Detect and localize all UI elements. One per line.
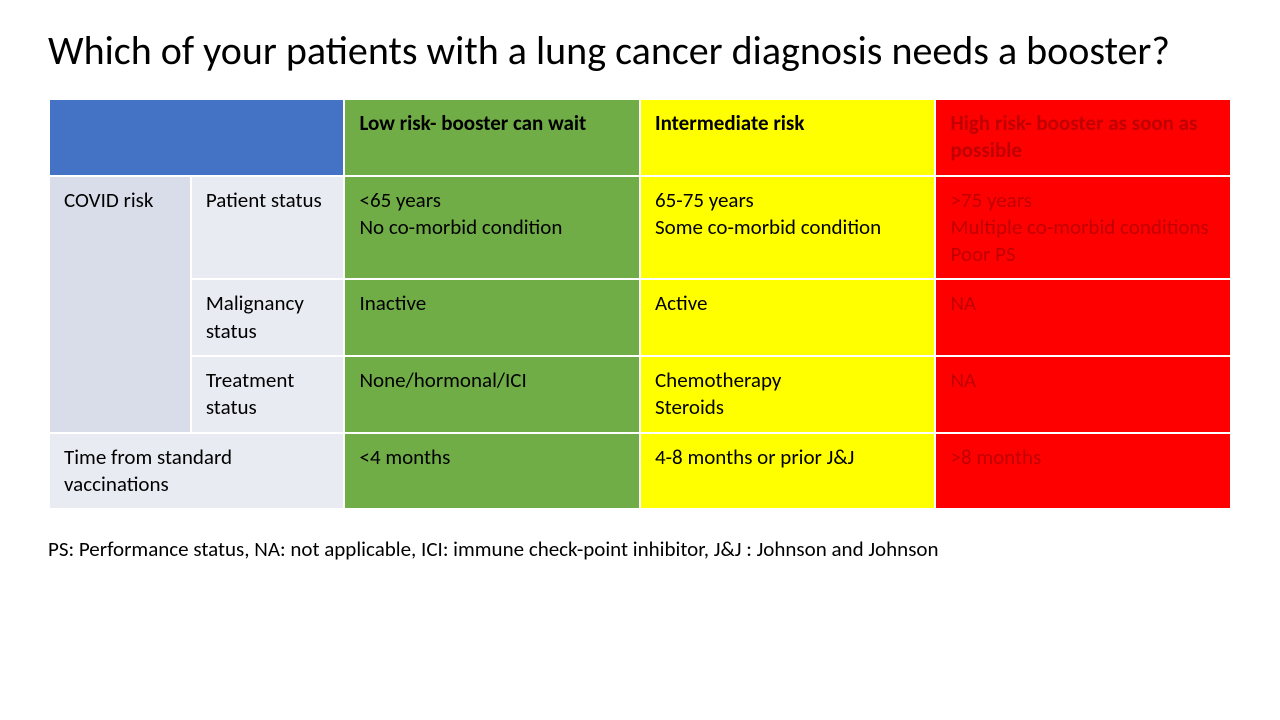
header-blank <box>49 99 344 176</box>
table-row: Time from standard vaccinations <4 month… <box>49 433 1231 510</box>
header-intermediate-risk: Intermediate risk <box>640 99 936 176</box>
cell-mid-patient: 65-75 years Some co-morbid condition <box>640 176 936 280</box>
cell-mid-treatment: Chemotherapy Steroids <box>640 356 936 433</box>
cell-high-treatment: NA <box>935 356 1231 433</box>
slide-title: Which of your patients with a lung cance… <box>48 28 1232 74</box>
cell-low-treatment: None/hormonal/ICI <box>344 356 640 433</box>
slide: Which of your patients with a lung cance… <box>0 0 1280 720</box>
cell-low-malignancy: Inactive <box>344 279 640 356</box>
table-header-row: Low risk- booster can wait Intermediate … <box>49 99 1231 176</box>
cell-low-time: <4 months <box>344 433 640 510</box>
cell-mid-malignancy: Active <box>640 279 936 356</box>
risk-table: Low risk- booster can wait Intermediate … <box>48 98 1232 510</box>
cell-mid-time: 4-8 months or prior J&J <box>640 433 936 510</box>
cell-high-patient: >75 years Multiple co-morbid conditions … <box>935 176 1231 280</box>
table-row: COVID risk Patient status <65 years No c… <box>49 176 1231 280</box>
row-label-patient-status: Patient status <box>191 176 345 280</box>
group-covid-risk: COVID risk <box>49 176 191 433</box>
row-label-treatment: Treatment status <box>191 356 345 433</box>
cell-high-malignancy: NA <box>935 279 1231 356</box>
row-label-malignancy: Malignancy status <box>191 279 345 356</box>
header-low-risk: Low risk- booster can wait <box>344 99 640 176</box>
row-label-time-from-vax: Time from standard vaccinations <box>49 433 344 510</box>
header-high-risk: High risk- booster as soon as possible <box>935 99 1231 176</box>
cell-low-patient: <65 years No co-morbid condition <box>344 176 640 280</box>
abbreviations-footer: PS: Performance status, NA: not applicab… <box>48 536 1232 562</box>
table-row: Malignancy status Inactive Active NA <box>49 279 1231 356</box>
table-row: Treatment status None/hormonal/ICI Chemo… <box>49 356 1231 433</box>
cell-high-time: >8 months <box>935 433 1231 510</box>
